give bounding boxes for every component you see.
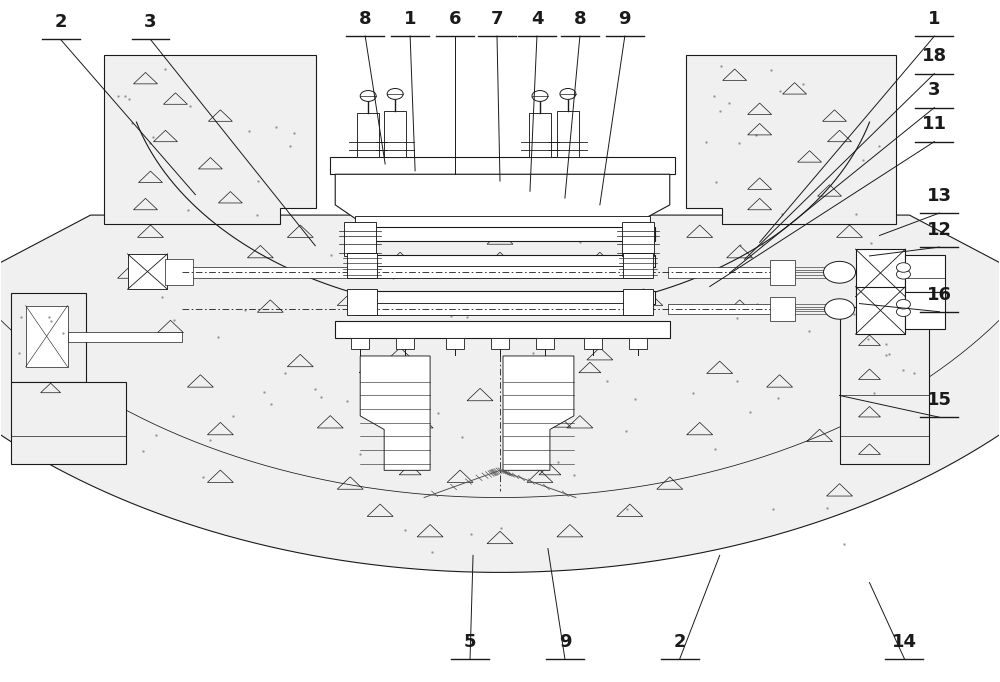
Text: 1: 1 — [928, 10, 941, 28]
Circle shape — [560, 89, 576, 100]
Text: 2: 2 — [54, 14, 67, 31]
Text: 9: 9 — [619, 10, 631, 28]
Bar — [350, 227, 655, 241]
Text: 1: 1 — [404, 10, 416, 28]
Polygon shape — [104, 55, 316, 224]
Text: 13: 13 — [927, 187, 952, 205]
Bar — [350, 255, 655, 267]
Text: 8: 8 — [574, 10, 586, 28]
Bar — [182, 267, 350, 278]
Bar — [355, 266, 650, 278]
Bar — [26, 306, 68, 367]
Polygon shape — [335, 174, 670, 218]
Bar — [11, 382, 126, 464]
Bar — [905, 254, 945, 292]
Circle shape — [387, 89, 403, 100]
Circle shape — [360, 91, 376, 102]
Bar — [623, 289, 653, 315]
Bar — [357, 113, 379, 158]
Bar — [330, 158, 675, 174]
Bar — [623, 252, 653, 278]
Circle shape — [825, 299, 855, 319]
Bar — [347, 252, 377, 278]
Circle shape — [896, 299, 910, 309]
Bar — [335, 321, 670, 338]
Text: 5: 5 — [464, 633, 476, 651]
Circle shape — [532, 91, 548, 102]
Bar — [68, 332, 182, 342]
Polygon shape — [0, 215, 1000, 572]
Polygon shape — [686, 55, 896, 224]
Polygon shape — [360, 356, 430, 471]
Bar — [856, 286, 905, 334]
Bar — [840, 307, 929, 464]
Circle shape — [896, 269, 910, 279]
Text: 3: 3 — [928, 81, 941, 100]
Bar — [584, 338, 602, 349]
Text: 6: 6 — [449, 10, 461, 28]
Text: 7: 7 — [491, 10, 503, 28]
Text: 3: 3 — [144, 14, 157, 31]
Bar — [770, 297, 795, 321]
Bar — [668, 303, 773, 314]
Bar — [446, 338, 464, 349]
Bar — [622, 222, 654, 256]
Bar — [344, 222, 376, 256]
Bar — [905, 292, 945, 329]
Bar — [629, 338, 647, 349]
Text: 16: 16 — [927, 286, 952, 303]
Bar — [350, 291, 655, 303]
Bar — [11, 293, 86, 382]
Text: 15: 15 — [927, 391, 952, 409]
Bar — [668, 267, 773, 278]
Bar — [536, 338, 554, 349]
Text: 4: 4 — [531, 10, 543, 28]
Circle shape — [896, 307, 910, 316]
Circle shape — [824, 261, 856, 283]
Bar — [557, 111, 579, 158]
Polygon shape — [503, 356, 574, 471]
Bar — [128, 254, 167, 289]
Bar — [396, 338, 414, 349]
Text: 9: 9 — [559, 633, 571, 651]
Bar — [355, 216, 650, 228]
Text: 14: 14 — [892, 633, 917, 651]
Bar — [491, 338, 509, 349]
Text: 2: 2 — [674, 633, 686, 651]
Bar — [165, 258, 193, 284]
Bar — [770, 260, 795, 284]
Bar — [351, 338, 369, 349]
Bar — [384, 111, 406, 158]
Bar — [529, 113, 551, 158]
Bar — [856, 249, 905, 297]
Text: 8: 8 — [359, 10, 372, 28]
Text: 11: 11 — [922, 115, 947, 134]
Text: 12: 12 — [927, 221, 952, 239]
Text: 18: 18 — [922, 47, 947, 65]
Circle shape — [896, 263, 910, 272]
Bar — [355, 303, 650, 315]
Bar — [347, 289, 377, 315]
